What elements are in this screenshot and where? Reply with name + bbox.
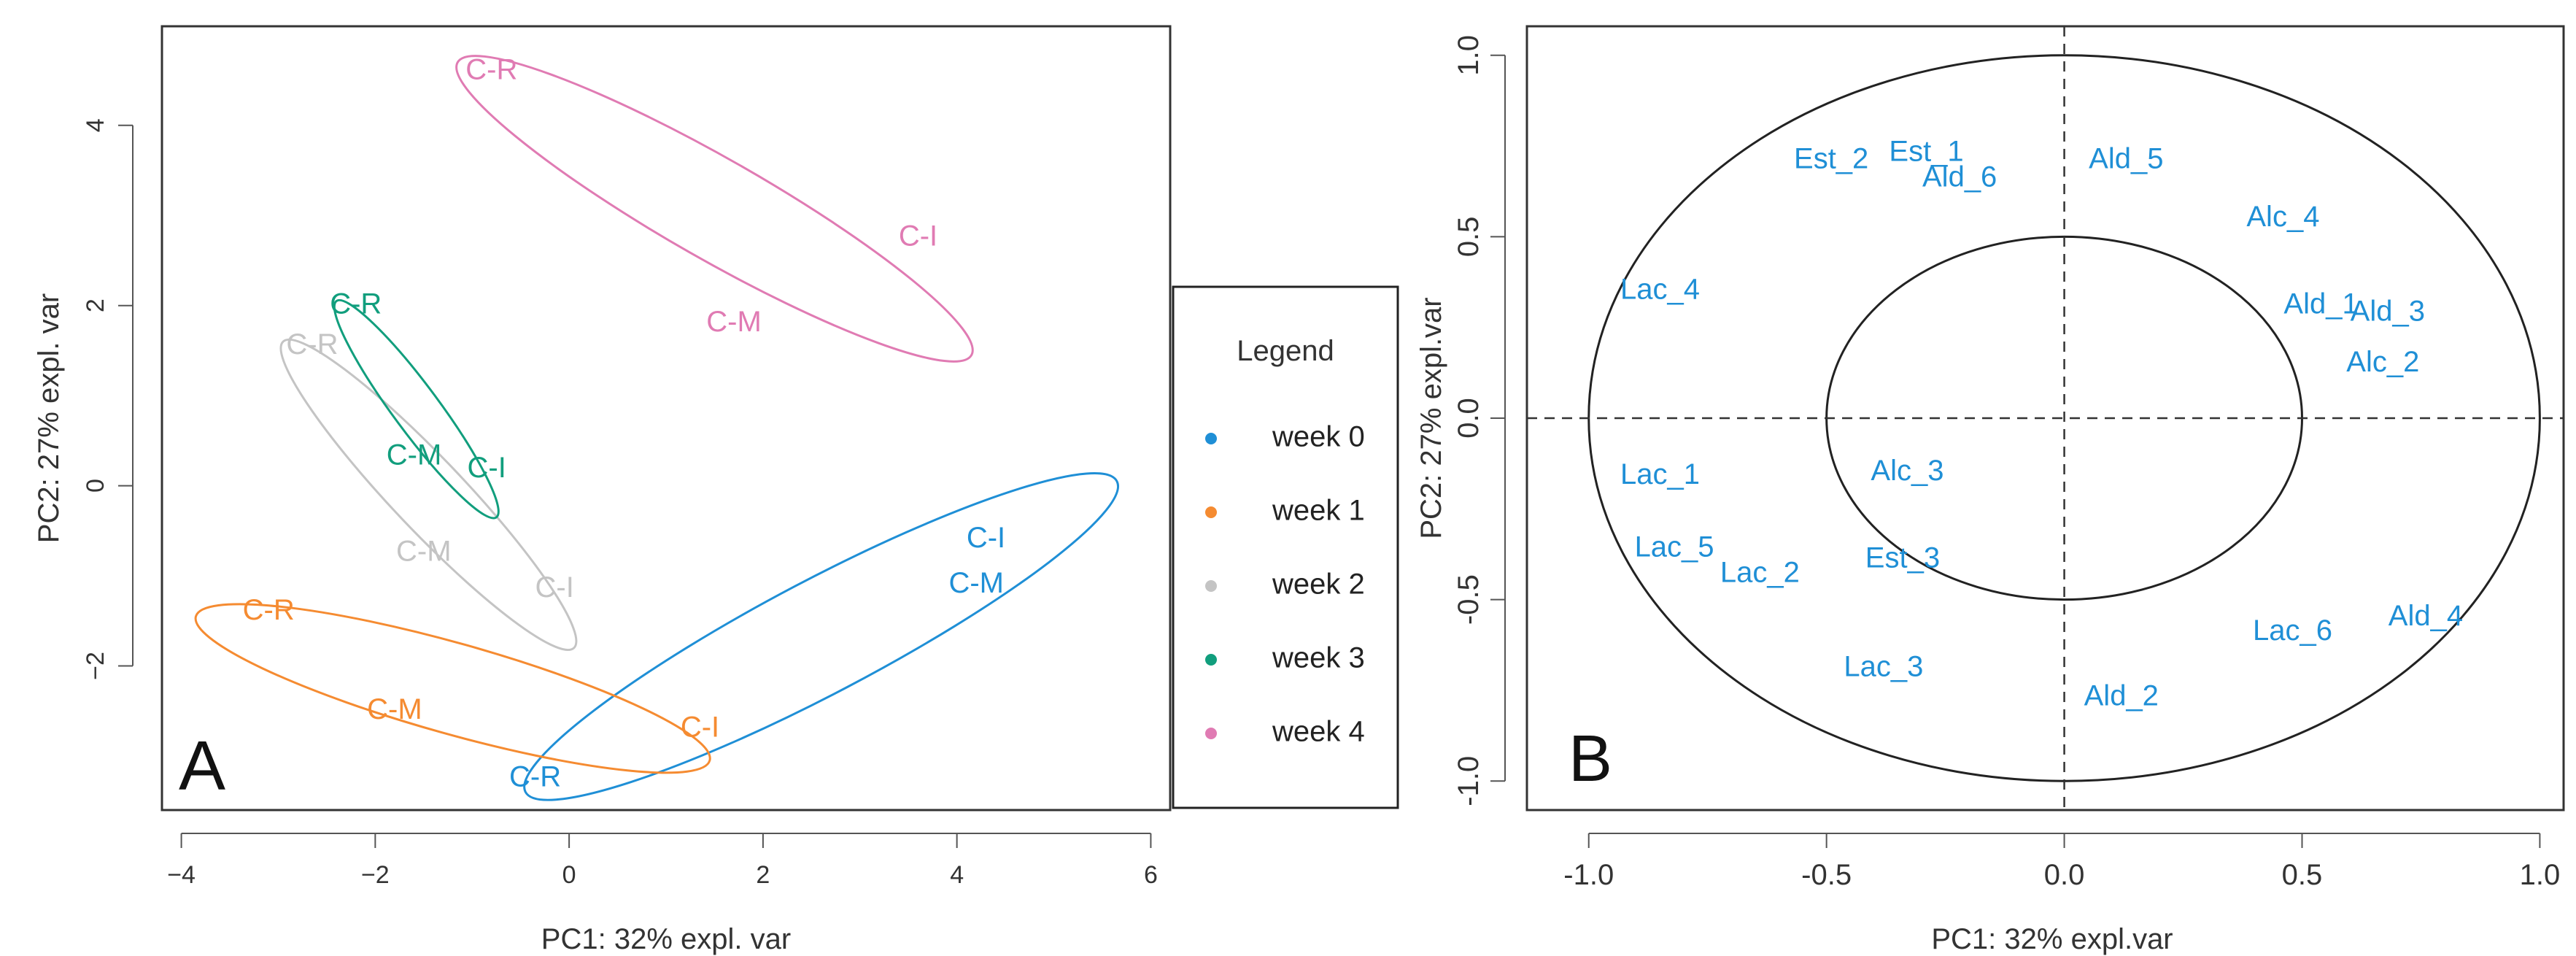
variable-label-est-1: Est_1 (1889, 136, 1963, 168)
variable-label-est-3: Est_3 (1865, 541, 1940, 574)
legend-box (1172, 285, 1399, 809)
panel-b-x-axis: -1.0 -0.5 0.0 0.5 1.0 (1563, 833, 2560, 891)
legend-label-week-2: week 2 (1272, 568, 1365, 601)
legend-label-week-3: week 3 (1272, 642, 1365, 674)
x-tick-label: -0.5 (1801, 859, 1852, 891)
confidence-ellipse-week-0 (523, 472, 1120, 801)
y-tick-label: −2 (82, 652, 109, 680)
legend-marker-week-2 (1205, 580, 1217, 592)
x-tick-label: 0.0 (2044, 859, 2085, 891)
legend-label-week-4: week 4 (1272, 716, 1365, 748)
variable-label-est-2: Est_2 (1794, 143, 1868, 175)
panel-a-label: A (179, 727, 225, 805)
legend-items: week 0 week 1 week 2 week 3 week 4 (1205, 421, 1365, 748)
y-tick-label: -1.0 (1453, 756, 1485, 806)
variable-label-lac-1: Lac_1 (1620, 458, 1700, 490)
x-tick-label: -1.0 (1563, 859, 1614, 891)
x-tick-label: 4 (950, 861, 964, 889)
point-label-week-4-c-r: C-R (465, 53, 517, 85)
legend-label-week-1: week 1 (1272, 495, 1365, 527)
variable-label-lac-2: Lac_2 (1720, 556, 1800, 588)
y-tick-label: 0.5 (1453, 217, 1485, 258)
variable-label-alc-3: Alc_3 (1871, 455, 1943, 487)
panel-b-x-axis-title: PC1: 32% expl.var (1931, 923, 2173, 955)
x-tick-label: 1.0 (2520, 859, 2561, 891)
point-label-week-0-c-r: C-R (509, 760, 561, 793)
y-tick-label: -0.5 (1453, 574, 1485, 625)
legend-marker-week-3 (1205, 654, 1217, 666)
point-label-week-0-c-i: C-I (967, 522, 1005, 554)
variable-label-ald-6: Ald_6 (1922, 161, 1997, 193)
x-tick-label: −4 (167, 861, 196, 889)
x-tick-label: 0.5 (2282, 859, 2323, 891)
x-tick-label: −2 (361, 861, 390, 889)
point-label-week-4-c-m: C-M (706, 306, 762, 338)
legend: Legend week 0 week 1 week 2 week 3 week 4 (1172, 285, 1399, 809)
confidence-ellipse-week-3 (333, 298, 500, 520)
point-label-week-3-c-i: C-I (467, 452, 506, 484)
variable-label-ald-3: Ald_3 (2351, 295, 2425, 327)
x-tick-label: 2 (756, 861, 770, 889)
variable-label-ald-4: Ald_4 (2389, 600, 2463, 632)
confidence-ellipse-week-4 (455, 55, 974, 363)
panel-b-label: B (1569, 722, 1612, 795)
point-label-week-0-c-m: C-M (948, 567, 1004, 599)
point-label-week-4-c-i: C-I (899, 220, 937, 253)
point-label-week-1-c-i: C-I (681, 711, 719, 743)
point-label-week-3-c-r: C-R (330, 288, 382, 320)
variable-label-ald-5: Ald_5 (2089, 143, 2163, 175)
point-label-week-2-c-i: C-I (535, 571, 574, 604)
point-label-week-2-c-m: C-M (396, 536, 452, 568)
y-tick-label: 2 (82, 298, 109, 312)
y-tick-label: 4 (82, 118, 109, 132)
point-label-week-1-c-m: C-M (367, 693, 422, 725)
panel-a-x-axis: −4 −2 0 2 4 6 (167, 833, 1158, 889)
variable-label-alc-4: Alc_4 (2246, 201, 2319, 233)
variable-label-lac-3: Lac_3 (1844, 651, 1923, 683)
legend-label-week-0: week 0 (1272, 421, 1365, 453)
point-label-week-1-c-r: C-R (243, 594, 295, 626)
panel-a-y-axis-title: PC2: 27% expl. var (33, 293, 65, 543)
confidence-ellipse-week-1 (194, 603, 711, 774)
panel-b-y-axis: -1.0 -0.5 0.0 0.5 1.0 (1453, 35, 1506, 806)
x-tick-label: 0 (562, 861, 576, 889)
variable-label-ald-2: Ald_2 (2084, 679, 2159, 712)
legend-marker-week-1 (1205, 506, 1217, 518)
variable-label-alc-2: Alc_2 (2346, 346, 2419, 378)
legend-title: Legend (1237, 335, 1334, 367)
variable-label-lac-6: Lac_6 (2253, 614, 2332, 647)
point-label-week-3-c-m: C-M (387, 439, 442, 471)
variable-label-lac-5: Lac_5 (1635, 531, 1714, 563)
panel-a-ellipses (194, 55, 1120, 801)
confidence-ellipse-week-2 (279, 338, 578, 652)
legend-marker-week-0 (1205, 433, 1217, 444)
panel-b-guides (1527, 26, 2564, 810)
panel-b-y-axis-title: PC2: 27% expl.var (1415, 297, 1447, 539)
panel-a-point-labels: C-I C-M C-R C-R C-M C-I C-R C-M C-I C-R C-M C-I C-R C… (243, 53, 1006, 793)
panel-a-chart: C-I C-M C-R C-R C-M C-I C-R C-M C-I C-R C-M C-I C-R C… (33, 25, 1172, 955)
point-label-week-2-c-r: C-R (286, 328, 338, 361)
y-tick-label: 0 (82, 479, 109, 493)
legend-marker-week-4 (1205, 728, 1217, 739)
y-tick-label: 1.0 (1453, 35, 1485, 76)
panel-a-y-axis: −2 0 2 4 (82, 118, 134, 680)
panel-a-x-axis-title: PC1: 32% expl. var (541, 923, 791, 955)
variable-label-lac-4: Lac_4 (1620, 274, 1700, 306)
panel-a-plot-frame (160, 25, 1172, 812)
y-tick-label: 0.0 (1453, 398, 1485, 439)
x-tick-label: 6 (1144, 861, 1158, 889)
variable-label-ald-1: Ald_1 (2283, 288, 2358, 320)
